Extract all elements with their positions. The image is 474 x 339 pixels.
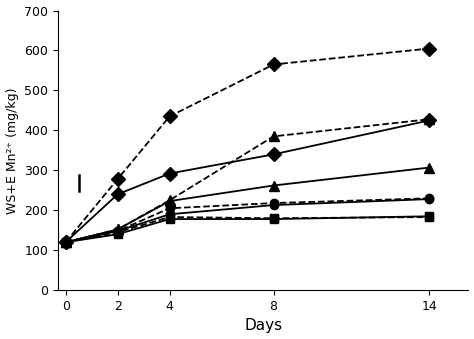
X-axis label: Days: Days — [244, 318, 282, 334]
Y-axis label: WS+E Mn²⁺ (mg/kg): WS+E Mn²⁺ (mg/kg) — [6, 87, 18, 214]
